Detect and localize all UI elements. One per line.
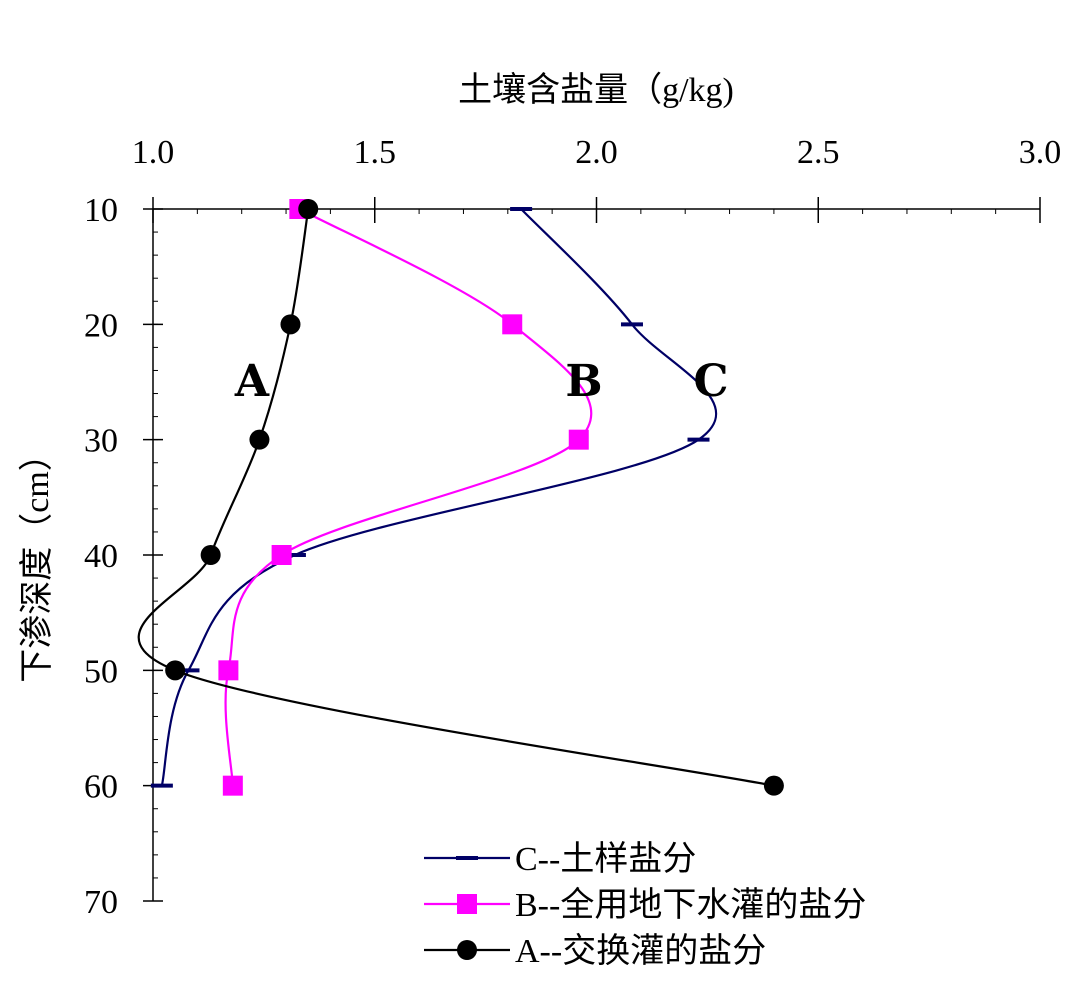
point-groundwater — [218, 660, 239, 681]
x-tick-label: 3.0 — [1019, 134, 1062, 171]
x-tick-label: 2.5 — [797, 134, 840, 171]
point-groundwater — [222, 775, 243, 796]
curve-label-soil-sample: C — [693, 356, 728, 407]
y-axis-title: 下渗深度（cm） — [18, 437, 56, 683]
legend-swatch-marker — [457, 940, 477, 960]
point-alternate — [165, 660, 186, 681]
y-tick-label: 40 — [84, 538, 118, 575]
point-alternate — [763, 775, 784, 796]
legend-swatch-marker — [457, 894, 477, 914]
x-axis-title: 土壤含盐量（g/kg) — [458, 71, 734, 109]
legend-item-soil-sample: C--土样盐分 — [424, 840, 696, 878]
x-tick-label: 1.0 — [132, 134, 175, 171]
point-alternate — [280, 314, 301, 335]
point-groundwater — [568, 429, 589, 450]
curve-label-groundwater: B — [565, 356, 602, 407]
series-groundwater — [218, 199, 593, 796]
y-tick-label: 60 — [84, 769, 118, 806]
x-tick-label: 1.5 — [354, 134, 397, 171]
y-tick-labels: 10 20 30 40 50 60 70 — [84, 192, 118, 921]
point-alternate — [200, 545, 221, 565]
series-alternate — [137, 199, 784, 796]
legend-label: A--交换灌的盐分 — [515, 932, 766, 970]
point-alternate — [298, 199, 319, 219]
legend: C--土样盐分 B--全用地下水灌的盐分 A--交换灌的盐分 — [424, 840, 866, 970]
y-tick-label: 20 — [84, 307, 118, 344]
point-groundwater — [502, 314, 523, 335]
y-tick-label: 70 — [84, 884, 118, 921]
point-groundwater — [271, 545, 292, 565]
series-layer — [137, 199, 784, 796]
legend-label: B--全用地下水灌的盐分 — [515, 886, 866, 924]
curve-label-alternate: A — [234, 356, 270, 407]
x-tick-label: 2.0 — [575, 134, 618, 171]
series-line-alternate — [137, 208, 775, 787]
legend-label: C--土样盐分 — [515, 840, 696, 878]
legend-item-alternate: A--交换灌的盐分 — [424, 932, 766, 970]
y-tick-label: 30 — [84, 423, 118, 460]
y-tick-label: 50 — [84, 653, 118, 690]
curve-labels: CBA — [234, 356, 729, 407]
y-tick-label: 10 — [84, 192, 118, 229]
point-alternate — [249, 429, 270, 450]
x-tick-labels: 1.0 1.5 2.0 2.5 3.0 — [132, 134, 1062, 171]
legend-item-groundwater: B--全用地下水灌的盐分 — [424, 886, 866, 924]
